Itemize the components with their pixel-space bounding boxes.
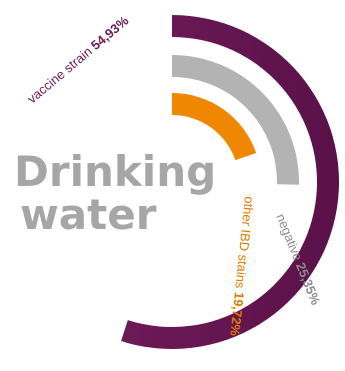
chart-title-line-2: water (20, 190, 157, 239)
label-other-ibd-stains-name: other IBD stains (232, 196, 257, 293)
chart-title: Drinking water (14, 147, 216, 239)
label-negative-name: negative (273, 212, 307, 267)
label-vaccine-strain: vaccine strain 54,93% (24, 13, 131, 107)
arc-other-ibd-stains (172, 93, 257, 161)
label-vaccine-strain-value: 54,93% (88, 13, 132, 53)
label-vaccine-strain-name: vaccine strain (24, 41, 97, 106)
arcs-layer (121, 15, 339, 349)
label-other-ibd-stains-value: 19,72% (227, 291, 247, 337)
chart-title-line-1: Drinking (14, 147, 216, 196)
arc-negative (172, 55, 299, 185)
